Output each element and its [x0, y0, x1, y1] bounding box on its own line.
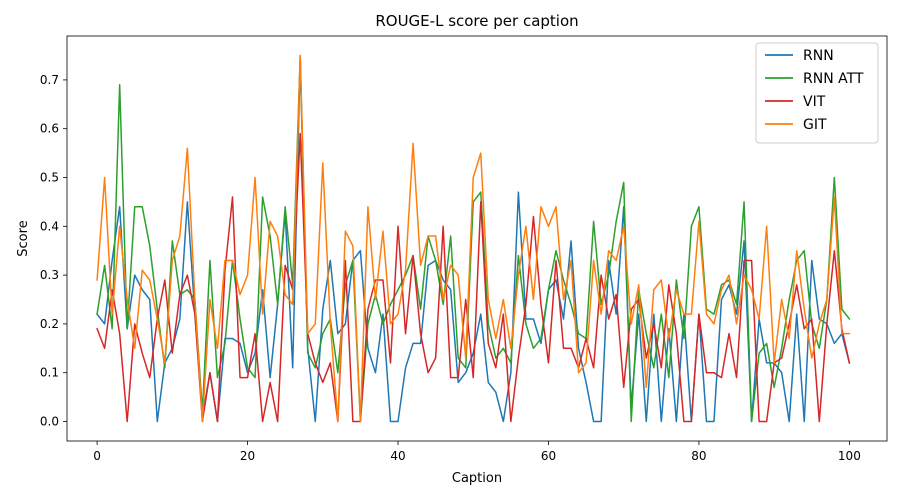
x-tick-label: 60 [541, 449, 556, 463]
y-tick-label: 0.0 [40, 414, 59, 428]
plot-frame [66, 35, 888, 442]
legend-label: RNN [803, 48, 834, 64]
y-tick-label: 0.6 [40, 122, 59, 136]
y-tick-label: 0.7 [40, 73, 59, 87]
series-line-git [96, 54, 851, 423]
x-axis-title: Caption [452, 471, 502, 486]
y-tick-label: 0.5 [40, 171, 59, 185]
y-axis-title: Score [16, 220, 31, 256]
legend-label: VIT [803, 94, 826, 110]
y-tick-label: 0.3 [40, 268, 59, 282]
chart-title: ROUGE-L score per caption [375, 12, 578, 30]
x-tick-label: 20 [240, 449, 255, 463]
legend: RNN RNN ATT VIT GIT [755, 42, 879, 144]
y-tick-label: 0.1 [40, 366, 59, 380]
x-tick-label: 100 [838, 449, 861, 463]
legend-label: GIT [803, 117, 827, 133]
y-tick-label: 0.2 [40, 317, 59, 331]
axes-layer: 0 20 40 60 80 100 0.0 0.1 0.2 0.3 0.4 0.5 0.6 0.7 [40, 35, 888, 463]
series-line-rnn [96, 59, 851, 423]
series-line-vit [96, 132, 851, 423]
y-tick-label: 0.4 [40, 219, 59, 233]
x-tick-label: 40 [390, 449, 405, 463]
x-tick-label: 0 [93, 449, 101, 463]
series-layer [96, 54, 851, 423]
legend-box [755, 42, 879, 144]
x-tick-label: 80 [691, 449, 706, 463]
legend-label: RNN ATT [803, 71, 864, 87]
